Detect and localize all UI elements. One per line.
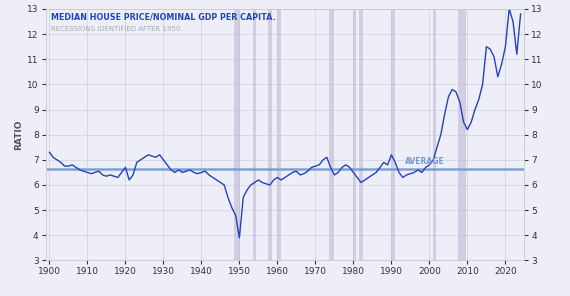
Bar (329, 9, 335, 260)
Bar (433, 9, 436, 260)
Text: RECESSIONS IDENTIFIED AFTER 1950.: RECESSIONS IDENTIFIED AFTER 1950. (51, 26, 183, 33)
Bar (353, 9, 356, 260)
Bar (234, 9, 240, 260)
Y-axis label: RATIO: RATIO (14, 119, 23, 150)
Bar (392, 9, 395, 260)
Bar (359, 9, 363, 260)
Bar (268, 9, 272, 260)
Bar (253, 9, 256, 260)
Bar (278, 9, 281, 260)
Text: AVERAGE: AVERAGE (405, 157, 445, 166)
Bar (458, 9, 466, 260)
Text: MEDIAN HOUSE PRICE/NOMINAL GDP PER CAPITA.: MEDIAN HOUSE PRICE/NOMINAL GDP PER CAPIT… (51, 13, 276, 22)
